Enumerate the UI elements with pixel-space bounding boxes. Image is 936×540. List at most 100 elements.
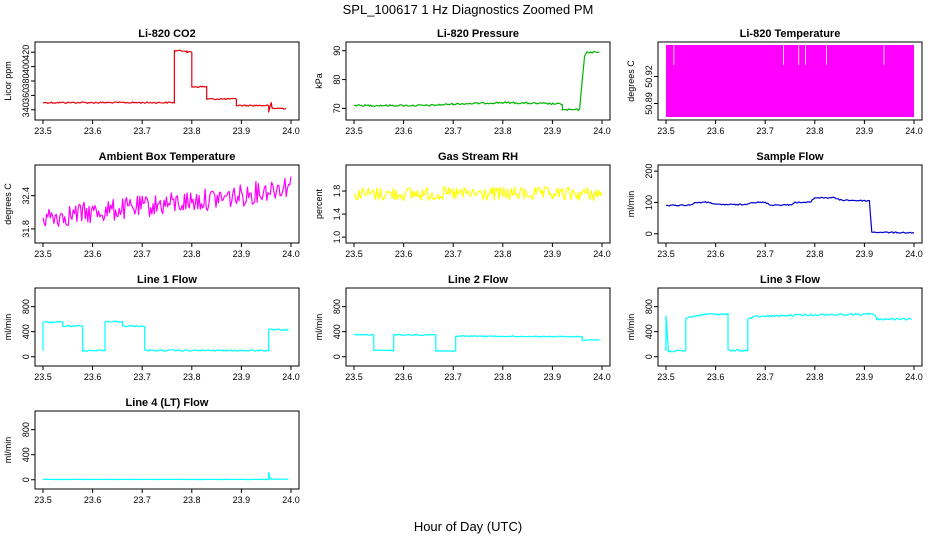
x-tick-label: 23.8 <box>494 249 512 259</box>
x-tick-label: 23.6 <box>707 372 725 382</box>
plot-frame <box>345 164 611 244</box>
x-tick-label: 23.6 <box>395 126 413 136</box>
y-tick-label: 32.4 <box>21 187 31 205</box>
x-tick-label: 23.9 <box>544 249 562 259</box>
panel-title: Line 3 Flow <box>760 274 820 286</box>
y-axis-label: ml/min <box>626 191 636 218</box>
x-tick-label: 23.8 <box>494 372 512 382</box>
x-tick-label: 23.8 <box>183 495 201 505</box>
x-tick-label: 23.9 <box>856 372 874 382</box>
y-tick-label: 1.0 <box>332 231 342 244</box>
y-tick-label: 1.4 <box>332 208 342 221</box>
x-tick-label: 24.0 <box>593 126 611 136</box>
data-series-line <box>665 196 915 234</box>
plot-frame <box>34 164 300 244</box>
x-tick-label: 23.9 <box>233 372 251 382</box>
x-tick-label: 23.9 <box>856 126 874 136</box>
x-tick-label: 23.5 <box>657 372 675 382</box>
panel-title: Sample Flow <box>756 151 824 163</box>
y-axis-label: ml/min <box>3 314 13 341</box>
data-series-line <box>42 176 292 227</box>
x-tick-label: 23.8 <box>806 126 824 136</box>
panel-title: Gas Stream RH <box>438 151 518 163</box>
x-tick-label: 23.7 <box>756 249 774 259</box>
y-tick-label: 800 <box>21 299 31 314</box>
data-series-line <box>353 333 600 353</box>
panel-title: Li-820 Temperature <box>740 28 841 40</box>
y-tick-label: 0 <box>644 354 654 359</box>
x-tick-label: 23.5 <box>34 126 52 136</box>
panel-9: Line 3 Flow 23.5 23.6 23.7 23.8 23.9 24.0 0 400 8… <box>626 274 923 382</box>
figure-x-axis-label: Hour of Day (UTC) <box>414 519 522 534</box>
y-tick-label: 360 <box>21 88 31 103</box>
y-tick-label: 100 <box>644 195 654 210</box>
y-tick-label: 90 <box>332 46 342 56</box>
x-tick-label: 23.6 <box>395 249 413 259</box>
y-tick-label: 340 <box>21 102 31 117</box>
x-tick-label: 23.9 <box>544 126 562 136</box>
panel-title: Line 1 Flow <box>137 274 197 286</box>
x-tick-label: 24.0 <box>282 249 300 259</box>
panel-3: Li-820 Temperature 23.5 23.6 23.7 23.8 23.9 24… <box>626 28 923 136</box>
panel-2: Li-820 Pressure 23.5 23.6 23.7 23.8 23.9 24.0 7… <box>314 28 611 136</box>
x-tick-label: 23.8 <box>494 126 512 136</box>
x-tick-label: 23.7 <box>756 372 774 382</box>
y-tick-label: 200 <box>644 164 654 179</box>
x-tick-label: 23.8 <box>183 372 201 382</box>
y-tick-label: 0 <box>644 231 654 236</box>
x-tick-label: 23.8 <box>183 249 201 259</box>
x-tick-label: 23.5 <box>657 126 675 136</box>
x-tick-label: 24.0 <box>282 495 300 505</box>
x-tick-label: 23.5 <box>345 372 363 382</box>
data-series-line <box>42 49 287 113</box>
y-tick-label: 400 <box>644 324 654 339</box>
y-tick-label: 800 <box>21 422 31 437</box>
x-tick-label: 23.6 <box>707 249 725 259</box>
x-tick-label: 24.0 <box>905 372 923 382</box>
plot-frame <box>345 41 611 121</box>
y-tick-label: 800 <box>332 299 342 314</box>
x-tick-label: 23.9 <box>233 126 251 136</box>
x-tick-label: 24.0 <box>593 249 611 259</box>
y-tick-label: 420 <box>21 45 31 60</box>
y-tick-label: 31.8 <box>21 220 31 238</box>
plot-frame <box>34 410 300 490</box>
panel-1: Li-820 CO2 23.5 23.6 23.7 23.8 23.9 24.0 340360… <box>3 28 300 136</box>
y-tick-label: 400 <box>21 447 31 462</box>
x-tick-label: 23.7 <box>133 495 151 505</box>
x-tick-label: 24.0 <box>282 372 300 382</box>
y-tick-label: 400 <box>332 324 342 339</box>
y-tick-label: 800 <box>644 299 654 314</box>
panel-title: Line 4 (LT) Flow <box>126 397 209 409</box>
y-axis-label: ml/min <box>626 314 636 341</box>
y-tick-label: 70 <box>332 103 342 113</box>
x-tick-label: 23.5 <box>657 249 675 259</box>
plot-frame <box>657 41 923 121</box>
x-tick-label: 23.8 <box>183 126 201 136</box>
y-axis-label: Licor ppm <box>3 61 13 101</box>
plot-frame <box>657 164 923 244</box>
y-tick-label: 50.92 <box>644 65 654 88</box>
panel-4: Ambient Box Temperature 23.5 23.6 23.7 23.8 2… <box>3 151 300 259</box>
panel-10: Line 4 (LT) Flow 23.5 23.6 23.7 23.8 23.9 24.0… <box>3 397 300 505</box>
x-tick-label: 23.6 <box>707 126 725 136</box>
x-tick-label: 23.7 <box>133 249 151 259</box>
x-tick-label: 23.8 <box>806 249 824 259</box>
x-tick-label: 23.9 <box>233 495 251 505</box>
x-tick-label: 23.6 <box>84 495 102 505</box>
x-tick-label: 23.7 <box>133 126 151 136</box>
y-tick-label: 50.89 <box>644 92 654 115</box>
y-tick-label: 400 <box>21 59 31 74</box>
panel-6: Sample Flow 23.5 23.6 23.7 23.8 23.9 24.0 0 100 2… <box>626 151 923 259</box>
x-tick-label: 23.5 <box>34 372 52 382</box>
panel-5: Gas Stream RH 23.5 23.6 23.7 23.8 23.9 24.0 1.0… <box>314 151 611 259</box>
x-tick-label: 23.5 <box>345 249 363 259</box>
x-tick-label: 24.0 <box>282 126 300 136</box>
y-axis-label: ml/min <box>314 314 324 341</box>
x-tick-label: 23.8 <box>806 372 824 382</box>
y-axis-label: kPa <box>314 73 324 89</box>
x-tick-label: 23.7 <box>133 372 151 382</box>
y-tick-label: 0 <box>21 477 31 482</box>
y-axis-label: percent <box>314 188 324 219</box>
